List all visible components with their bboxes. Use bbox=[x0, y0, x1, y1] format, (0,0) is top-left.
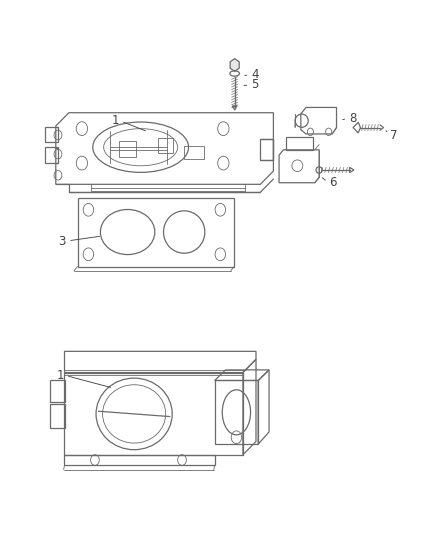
Bar bbox=[78, 198, 234, 266]
Text: 1: 1 bbox=[57, 369, 64, 382]
Bar bbox=[158, 138, 173, 153]
Bar bbox=[184, 146, 204, 159]
Text: 6: 6 bbox=[329, 176, 337, 189]
Bar bbox=[260, 139, 273, 160]
Bar bbox=[215, 381, 258, 444]
Text: 3: 3 bbox=[59, 235, 66, 247]
Bar bbox=[119, 141, 136, 157]
Bar bbox=[45, 147, 58, 163]
Bar bbox=[286, 136, 313, 150]
Text: 1: 1 bbox=[112, 114, 119, 127]
Text: 5: 5 bbox=[251, 78, 259, 91]
Text: 4: 4 bbox=[251, 68, 259, 80]
Bar bbox=[45, 127, 58, 142]
Polygon shape bbox=[230, 59, 239, 71]
Bar bbox=[50, 405, 65, 428]
Text: 8: 8 bbox=[350, 111, 357, 125]
Bar bbox=[50, 381, 65, 402]
Text: 7: 7 bbox=[390, 128, 398, 141]
